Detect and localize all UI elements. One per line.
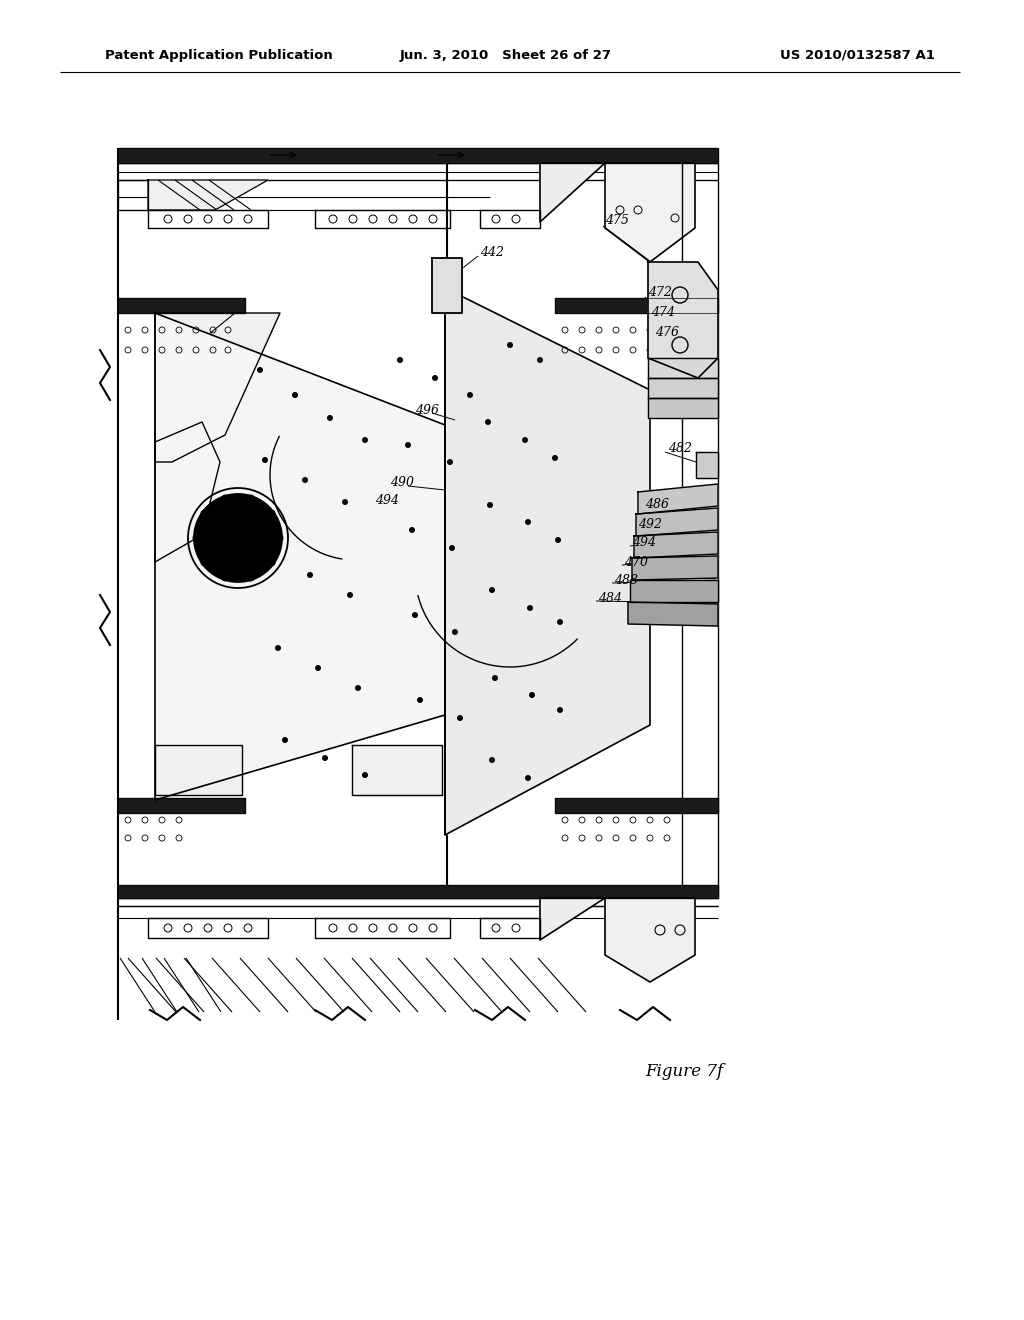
Polygon shape [540, 898, 605, 940]
Text: 475: 475 [605, 214, 629, 227]
Polygon shape [155, 313, 280, 462]
Circle shape [307, 572, 313, 578]
Polygon shape [118, 884, 718, 898]
Circle shape [489, 756, 495, 763]
Circle shape [447, 459, 453, 465]
Polygon shape [648, 378, 718, 399]
Polygon shape [155, 422, 220, 562]
Polygon shape [118, 799, 245, 813]
Polygon shape [648, 399, 718, 418]
Circle shape [327, 414, 333, 421]
Text: US 2010/0132587 A1: US 2010/0132587 A1 [780, 49, 935, 62]
Circle shape [302, 477, 308, 483]
Polygon shape [638, 484, 718, 513]
Circle shape [412, 612, 418, 618]
Circle shape [527, 605, 534, 611]
Polygon shape [118, 148, 718, 162]
Polygon shape [634, 532, 718, 558]
Polygon shape [540, 162, 605, 222]
Circle shape [342, 499, 348, 506]
Circle shape [432, 375, 438, 381]
Polygon shape [630, 579, 718, 602]
Circle shape [262, 457, 268, 463]
Circle shape [557, 619, 563, 624]
Text: 476: 476 [655, 326, 679, 338]
Text: Jun. 3, 2010   Sheet 26 of 27: Jun. 3, 2010 Sheet 26 of 27 [400, 49, 612, 62]
Circle shape [397, 356, 403, 363]
Circle shape [267, 552, 273, 558]
Circle shape [552, 455, 558, 461]
Circle shape [409, 527, 415, 533]
Circle shape [194, 494, 282, 582]
Circle shape [449, 545, 455, 550]
Circle shape [275, 645, 281, 651]
Text: 488: 488 [614, 573, 638, 586]
Text: Figure 7f: Figure 7f [645, 1064, 723, 1081]
Polygon shape [636, 508, 718, 536]
Text: 494: 494 [375, 494, 399, 507]
Polygon shape [155, 744, 242, 795]
Circle shape [537, 356, 543, 363]
Text: 472: 472 [648, 285, 672, 298]
Polygon shape [632, 556, 718, 579]
Circle shape [355, 685, 361, 690]
Text: 484: 484 [598, 591, 622, 605]
Polygon shape [648, 261, 718, 378]
Circle shape [507, 342, 513, 348]
Circle shape [457, 715, 463, 721]
Circle shape [315, 665, 321, 671]
Text: 442: 442 [480, 246, 504, 259]
Circle shape [529, 692, 535, 698]
Circle shape [257, 367, 263, 374]
Text: 474: 474 [651, 305, 675, 318]
Polygon shape [555, 799, 718, 813]
Circle shape [487, 502, 493, 508]
Text: Patent Application Publication: Patent Application Publication [105, 49, 333, 62]
Circle shape [555, 537, 561, 543]
Circle shape [522, 437, 528, 444]
Polygon shape [605, 898, 695, 982]
Circle shape [362, 772, 368, 777]
Circle shape [489, 587, 495, 593]
Polygon shape [155, 313, 445, 800]
Polygon shape [605, 162, 695, 261]
Text: 482: 482 [668, 441, 692, 454]
Circle shape [347, 591, 353, 598]
Polygon shape [628, 602, 718, 626]
Text: 492: 492 [638, 517, 662, 531]
Circle shape [525, 775, 531, 781]
Circle shape [525, 519, 531, 525]
Polygon shape [445, 288, 650, 836]
Circle shape [292, 392, 298, 399]
Polygon shape [118, 298, 245, 313]
Circle shape [557, 708, 563, 713]
Circle shape [362, 437, 368, 444]
Circle shape [467, 392, 473, 399]
Polygon shape [352, 744, 442, 795]
Polygon shape [432, 257, 462, 313]
Text: 494: 494 [632, 536, 656, 549]
Polygon shape [148, 180, 268, 210]
Polygon shape [696, 451, 718, 478]
Circle shape [406, 442, 411, 447]
Circle shape [322, 755, 328, 762]
Circle shape [492, 675, 498, 681]
Circle shape [417, 697, 423, 704]
Text: 470: 470 [624, 556, 648, 569]
Text: 490: 490 [390, 475, 414, 488]
Text: 496: 496 [415, 404, 439, 417]
Circle shape [452, 630, 458, 635]
Circle shape [282, 737, 288, 743]
Circle shape [485, 418, 490, 425]
Polygon shape [648, 358, 718, 378]
Polygon shape [555, 298, 718, 313]
Text: 486: 486 [645, 499, 669, 511]
